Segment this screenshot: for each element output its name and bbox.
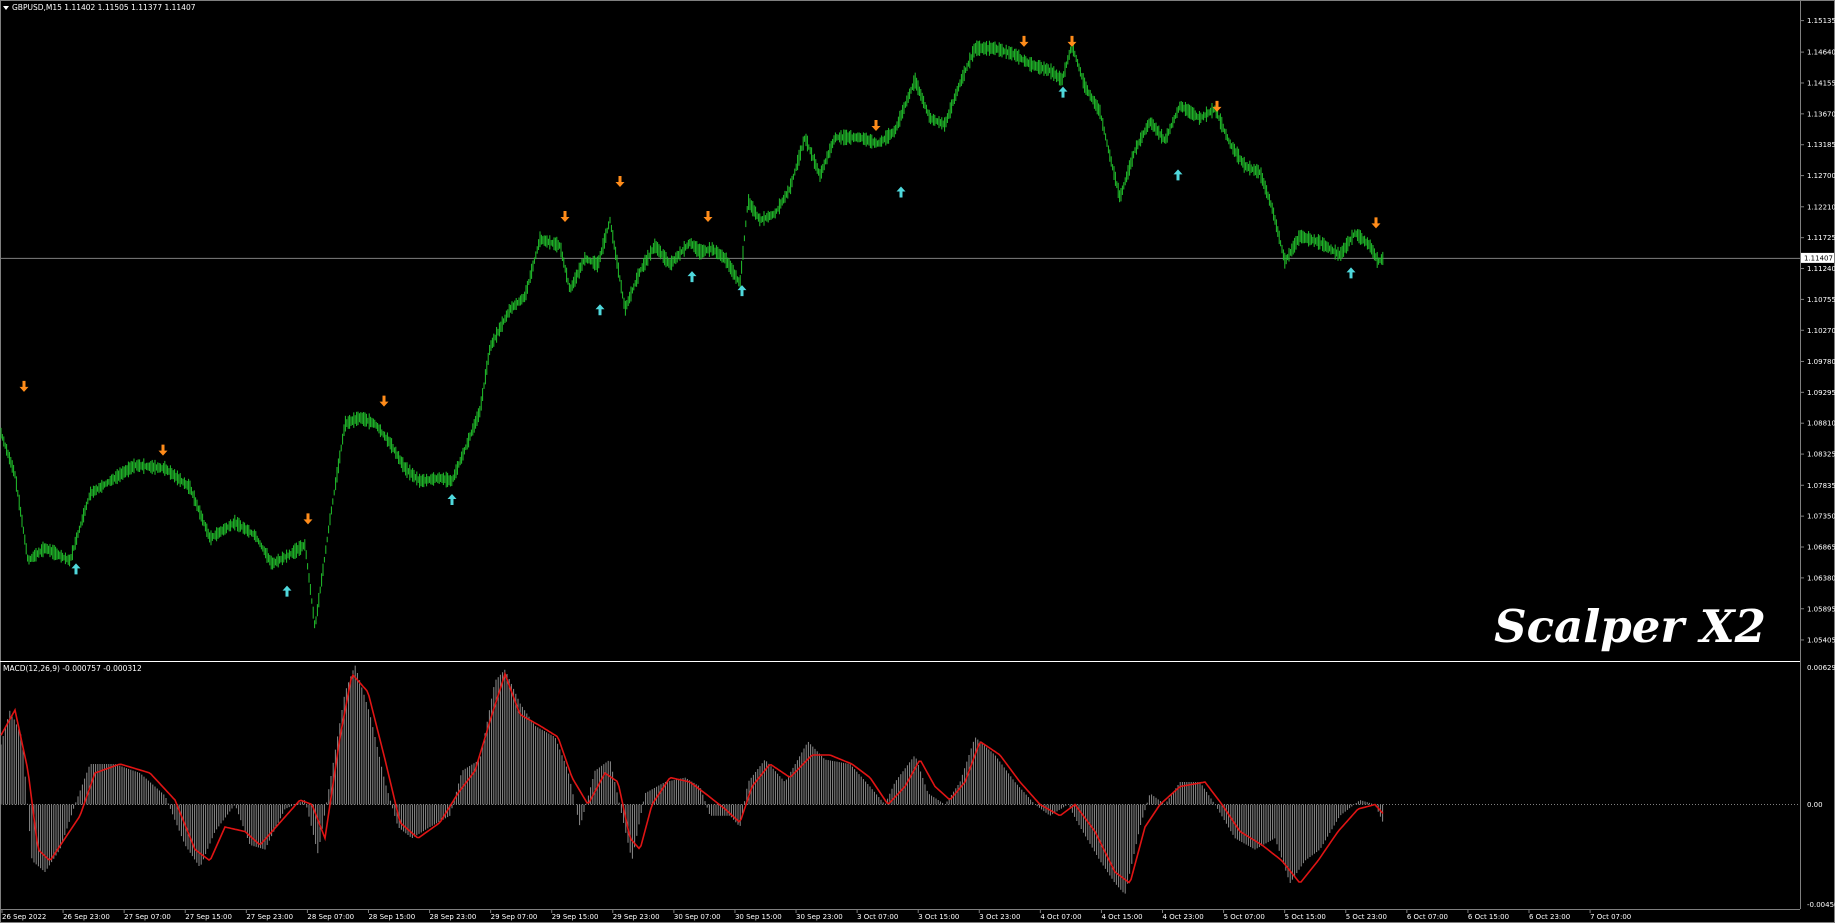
buy-arrow-icon <box>1058 86 1068 98</box>
macd-tick-label: 0.00 <box>1807 801 1823 809</box>
time-axis: 26 Sep 2022 26 Sep 23:00 27 Sep 07:00 27 Se… <box>1 909 1631 921</box>
time-tick-label: 5 Oct 23:00 <box>1346 913 1387 921</box>
time-tick-label: 29 Sep 15:00 <box>552 913 599 921</box>
symbol-info: GBPUSD,M15 1.11402 1.11505 1.11377 1.114… <box>12 3 196 12</box>
price-tick-label: 1.09295 <box>1807 389 1835 397</box>
price-tick-label: 1.07835 <box>1807 482 1835 490</box>
price-tick-label: 1.10755 <box>1807 296 1835 304</box>
time-tick-label: 27 Sep 23:00 <box>246 913 293 921</box>
price-tick-label: 1.07350 <box>1807 513 1835 521</box>
time-tick-label: 30 Sep 23:00 <box>796 913 843 921</box>
time-tick-label: 4 Oct 23:00 <box>1163 913 1204 921</box>
buy-arrow-icon <box>447 493 457 505</box>
time-tick-label: 28 Sep 23:00 <box>430 913 477 921</box>
price-tick-label: 1.11240 <box>1807 265 1835 273</box>
macd-signal-line <box>0 671 1384 884</box>
sell-arrow-icon <box>615 175 625 187</box>
price-tick-label: 1.15135 <box>1807 17 1835 25</box>
sell-arrow-icon <box>303 513 313 525</box>
price-series <box>0 37 1384 629</box>
buy-arrow-icon <box>282 585 292 597</box>
price-tick-label: 1.08810 <box>1807 420 1835 428</box>
time-tick-label: 28 Sep 07:00 <box>307 913 354 921</box>
price-tick-label: 1.13185 <box>1807 141 1835 149</box>
time-tick-label: 29 Sep 23:00 <box>613 913 660 921</box>
time-tick-label: 30 Sep 07:00 <box>674 913 721 921</box>
price-tick-label: 1.08325 <box>1807 451 1835 459</box>
time-tick-label: 4 Oct 15:00 <box>1101 913 1142 921</box>
price-tick-label: 1.05405 <box>1807 636 1835 644</box>
sell-arrow-icon <box>158 444 168 456</box>
price-tick-label: 1.12210 <box>1807 203 1835 211</box>
price-tick-label: 1.12700 <box>1807 172 1835 180</box>
price-tick-label: 1.11725 <box>1807 234 1835 242</box>
watermark: Scalper X2 <box>1494 600 1766 653</box>
time-tick-label: 3 Oct 15:00 <box>918 913 959 921</box>
time-tick-label: 27 Sep 15:00 <box>185 913 232 921</box>
time-tick-label: 30 Sep 15:00 <box>735 913 782 921</box>
buy-arrow-icon <box>595 304 605 316</box>
price-tick-label: 1.09780 <box>1807 358 1835 366</box>
macd-label: MACD(12,26,9) -0.000757 -0.000312 <box>3 664 142 673</box>
sell-arrow-icon <box>1371 217 1381 229</box>
time-tick-label: 29 Sep 07:00 <box>491 913 538 921</box>
buy-arrow-icon <box>896 186 906 198</box>
sell-arrow-icon <box>703 210 713 222</box>
time-tick-label: 26 Sep 2022 <box>2 913 46 921</box>
price-tick-label: 1.10270 <box>1807 327 1835 335</box>
sell-arrow-icon <box>379 395 389 407</box>
price-tick-label: 1.14155 <box>1807 79 1835 87</box>
signal-arrows <box>19 35 1381 597</box>
time-tick-label: 26 Sep 23:00 <box>63 913 110 921</box>
price-tick-label: 1.06865 <box>1807 544 1835 552</box>
time-tick-label: 5 Oct 15:00 <box>1285 913 1326 921</box>
buy-arrow-icon <box>1173 169 1183 181</box>
macd-tick-label: 0.00629 <box>1807 664 1835 672</box>
sell-arrow-icon <box>871 119 881 131</box>
current-price-label: 1.11407 <box>1804 254 1833 262</box>
buy-arrow-icon <box>1346 267 1356 279</box>
time-tick-label: 28 Sep 15:00 <box>368 913 415 921</box>
buy-arrow-icon <box>71 563 81 575</box>
sell-arrow-icon <box>560 210 570 222</box>
time-tick-label: 4 Oct 07:00 <box>1040 913 1081 921</box>
time-tick-label: 27 Sep 07:00 <box>124 913 171 921</box>
price-tick-label: 1.13670 <box>1807 110 1835 118</box>
price-tick-label: 1.14640 <box>1807 49 1835 57</box>
price-tick-label: 1.05895 <box>1807 605 1835 613</box>
header: GBPUSD,M15 1.11402 1.11505 1.11377 1.114… <box>3 3 196 12</box>
sell-arrow-icon <box>19 380 29 392</box>
price-tick-label: 1.06380 <box>1807 574 1835 582</box>
sell-arrow-icon <box>1019 35 1029 47</box>
chart-menu-triangle-icon[interactable] <box>3 6 9 10</box>
time-tick-label: 7 Oct 07:00 <box>1590 913 1631 921</box>
sell-arrow-icon <box>1212 100 1222 112</box>
time-tick-label: 5 Oct 07:00 <box>1224 913 1265 921</box>
time-tick-label: 3 Oct 23:00 <box>979 913 1020 921</box>
sell-arrow-icon <box>1067 35 1077 47</box>
macd-axis: 0.00629 0.00 -0.004506 <box>1807 664 1835 909</box>
current-price-tag: 1.11407 <box>1801 252 1834 263</box>
time-tick-label: 6 Oct 15:00 <box>1468 913 1509 921</box>
buy-arrow-icon <box>687 271 697 283</box>
time-tick-label: 6 Oct 07:00 <box>1407 913 1448 921</box>
price-axis: 1.15135 1.14640 1.14155 1.13670 1.13185 1.127… <box>1800 17 1835 644</box>
time-tick-label: 3 Oct 07:00 <box>857 913 898 921</box>
macd-tick-label: -0.004506 <box>1807 901 1835 909</box>
time-tick-label: 6 Oct 23:00 <box>1529 913 1570 921</box>
buy-arrow-icon <box>737 285 747 297</box>
